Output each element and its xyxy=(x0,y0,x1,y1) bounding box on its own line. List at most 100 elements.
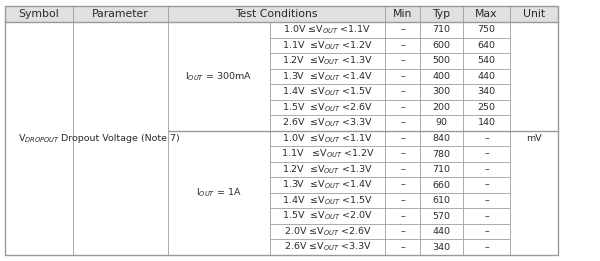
Bar xyxy=(463,146,510,162)
Text: 750: 750 xyxy=(478,25,496,34)
Text: Max: Max xyxy=(475,9,498,19)
Bar xyxy=(463,131,510,146)
Bar xyxy=(420,146,463,162)
Text: 1.2V  ≤V$_{OUT}$ <1.3V: 1.2V ≤V$_{OUT}$ <1.3V xyxy=(282,55,373,67)
Bar xyxy=(385,177,420,193)
Bar xyxy=(420,224,463,239)
Bar xyxy=(420,239,463,255)
Text: 1.4V  ≤V$_{OUT}$ <1.5V: 1.4V ≤V$_{OUT}$ <1.5V xyxy=(282,194,373,207)
Text: 2.6V  ≤V$_{OUT}$ <3.3V: 2.6V ≤V$_{OUT}$ <3.3V xyxy=(282,117,373,129)
Text: 300: 300 xyxy=(433,87,451,96)
Bar xyxy=(270,146,385,162)
Text: –: – xyxy=(400,72,405,81)
Text: –: – xyxy=(484,181,489,189)
Bar xyxy=(270,208,385,224)
Bar xyxy=(168,22,270,131)
Text: Typ: Typ xyxy=(433,9,451,19)
Text: –: – xyxy=(400,134,405,143)
Bar xyxy=(420,162,463,177)
Text: –: – xyxy=(400,103,405,112)
Text: 660: 660 xyxy=(433,181,451,189)
Text: –: – xyxy=(400,212,405,221)
Text: 200: 200 xyxy=(433,103,451,112)
Bar xyxy=(385,193,420,208)
Bar xyxy=(420,177,463,193)
Bar xyxy=(270,22,385,38)
Bar xyxy=(385,38,420,53)
Text: 1.4V  ≤V$_{OUT}$ <1.5V: 1.4V ≤V$_{OUT}$ <1.5V xyxy=(282,86,373,98)
Text: 440: 440 xyxy=(433,227,451,236)
Bar xyxy=(270,38,385,53)
Bar xyxy=(270,115,385,131)
Bar xyxy=(385,53,420,69)
Bar xyxy=(73,22,168,255)
Text: Dropout Voltage (Note 7): Dropout Voltage (Note 7) xyxy=(61,134,180,143)
Text: –: – xyxy=(400,243,405,252)
Bar xyxy=(463,84,510,100)
Bar xyxy=(270,239,385,255)
Text: –: – xyxy=(400,196,405,205)
Bar xyxy=(420,6,463,22)
Bar xyxy=(270,131,385,146)
Text: –: – xyxy=(484,150,489,158)
Bar xyxy=(420,84,463,100)
Text: –: – xyxy=(484,165,489,174)
Bar xyxy=(270,53,385,69)
Bar xyxy=(420,115,463,131)
Text: 250: 250 xyxy=(478,103,496,112)
Text: –: – xyxy=(484,212,489,221)
Bar xyxy=(270,162,385,177)
Text: –: – xyxy=(400,150,405,158)
Text: 140: 140 xyxy=(478,118,496,127)
Bar xyxy=(385,224,420,239)
Text: I$_{OUT}$ = 300mA: I$_{OUT}$ = 300mA xyxy=(185,70,253,83)
Text: 1.1V  ≤V$_{OUT}$ <1.2V: 1.1V ≤V$_{OUT}$ <1.2V xyxy=(282,39,373,52)
Text: –: – xyxy=(400,25,405,34)
Text: 340: 340 xyxy=(433,243,451,252)
Text: Unit: Unit xyxy=(523,9,545,19)
Bar xyxy=(270,193,385,208)
Text: 1.2V  ≤V$_{OUT}$ <1.3V: 1.2V ≤V$_{OUT}$ <1.3V xyxy=(282,163,373,176)
Bar xyxy=(463,193,510,208)
Text: 570: 570 xyxy=(433,212,451,221)
Text: I$_{OUT}$ = 1A: I$_{OUT}$ = 1A xyxy=(196,187,242,199)
Text: Min: Min xyxy=(393,9,412,19)
Text: Parameter: Parameter xyxy=(92,9,149,19)
Bar xyxy=(270,84,385,100)
Bar xyxy=(168,6,385,22)
Text: 840: 840 xyxy=(433,134,451,143)
Text: 340: 340 xyxy=(478,87,496,96)
Bar xyxy=(385,115,420,131)
Bar xyxy=(463,100,510,115)
Text: Symbol: Symbol xyxy=(19,9,59,19)
Text: 90: 90 xyxy=(436,118,448,127)
Text: –: – xyxy=(400,56,405,65)
Text: –: – xyxy=(400,41,405,50)
Bar xyxy=(420,131,463,146)
Bar xyxy=(385,131,420,146)
Bar xyxy=(420,208,463,224)
Text: 1.1V   ≤V$_{OUT}$ <1.2V: 1.1V ≤V$_{OUT}$ <1.2V xyxy=(281,148,374,160)
Text: 1.3V  ≤V$_{OUT}$ <1.4V: 1.3V ≤V$_{OUT}$ <1.4V xyxy=(282,179,373,191)
Bar xyxy=(463,239,510,255)
Bar xyxy=(385,84,420,100)
Bar xyxy=(420,53,463,69)
Bar xyxy=(463,22,510,38)
Bar xyxy=(510,22,558,255)
Bar xyxy=(385,239,420,255)
Bar xyxy=(510,6,558,22)
Text: –: – xyxy=(400,165,405,174)
Text: 1.0V  ≤V$_{OUT}$ <1.1V: 1.0V ≤V$_{OUT}$ <1.1V xyxy=(282,132,373,145)
Bar xyxy=(73,6,168,22)
Text: 2.6V ≤V$_{OUT}$ <3.3V: 2.6V ≤V$_{OUT}$ <3.3V xyxy=(284,241,371,253)
Bar xyxy=(463,224,510,239)
Text: 610: 610 xyxy=(433,196,451,205)
Text: –: – xyxy=(400,181,405,189)
Bar xyxy=(463,69,510,84)
Bar xyxy=(463,208,510,224)
Bar xyxy=(5,22,73,255)
Bar xyxy=(385,100,420,115)
Bar xyxy=(385,146,420,162)
Text: 440: 440 xyxy=(478,72,496,81)
Bar xyxy=(5,6,73,22)
